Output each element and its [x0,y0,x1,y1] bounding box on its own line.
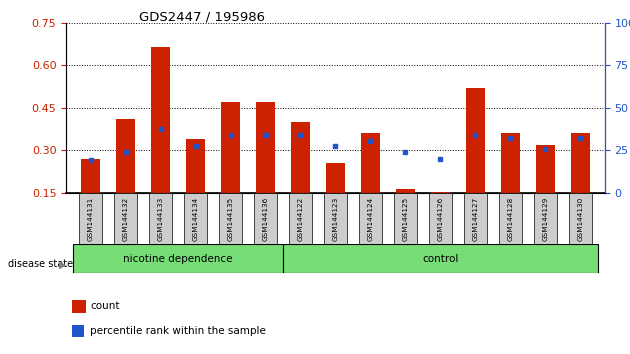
Text: GSM144134: GSM144134 [193,196,198,241]
Text: GSM144128: GSM144128 [507,196,513,241]
Bar [73,244,283,273]
Text: GSM144124: GSM144124 [367,196,374,241]
Text: GSM144136: GSM144136 [263,196,268,241]
Text: GSM144130: GSM144130 [577,196,583,241]
Bar [569,193,592,244]
Bar [221,102,240,193]
Bar [431,192,450,193]
Text: GSM144126: GSM144126 [437,196,444,241]
Bar [184,193,207,244]
Text: GSM144122: GSM144122 [297,196,304,241]
Bar [219,193,242,244]
Bar [186,139,205,193]
Bar [283,244,598,273]
Bar [536,145,555,193]
Text: GSM144131: GSM144131 [88,196,94,241]
Text: GSM144135: GSM144135 [227,196,234,241]
Bar [254,193,277,244]
Bar [81,159,100,193]
Bar [359,193,382,244]
Text: GSM144125: GSM144125 [403,196,408,241]
Bar [534,193,557,244]
Bar [466,88,485,193]
Bar [256,102,275,193]
Text: nicotine dependence: nicotine dependence [123,254,233,264]
Text: percentile rank within the sample: percentile rank within the sample [90,326,266,336]
Bar [326,163,345,193]
Bar [571,133,590,193]
Bar [79,193,102,244]
Bar [149,193,172,244]
Bar [291,122,310,193]
Bar [429,193,452,244]
Text: GSM144129: GSM144129 [542,196,548,241]
Bar [289,193,312,244]
Bar [114,193,137,244]
Text: control: control [422,254,459,264]
Text: GSM144132: GSM144132 [123,196,129,241]
Text: count: count [90,301,120,311]
Text: GSM144123: GSM144123 [333,196,338,241]
Bar [324,193,347,244]
Text: GSM144127: GSM144127 [472,196,478,241]
Bar [499,193,522,244]
Text: GSM144133: GSM144133 [158,196,164,241]
Text: GDS2447 / 195986: GDS2447 / 195986 [139,11,265,24]
Bar [464,193,487,244]
Bar [396,189,415,193]
Bar [116,119,135,193]
Bar [394,193,417,244]
Bar [361,133,380,193]
Bar [501,133,520,193]
Bar [151,47,170,193]
Text: disease state: disease state [8,259,73,269]
Text: ▶: ▶ [59,260,66,270]
